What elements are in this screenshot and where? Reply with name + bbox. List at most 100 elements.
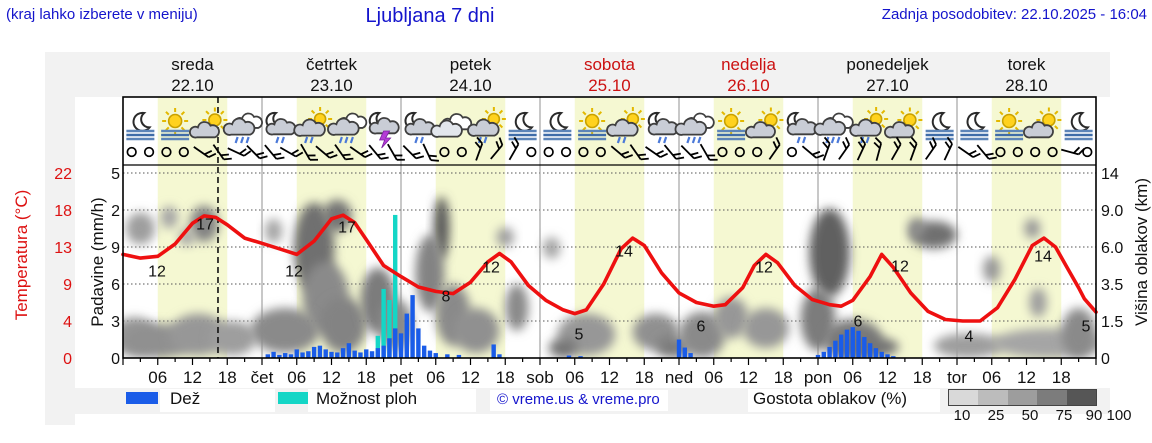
svg-text:12: 12 xyxy=(285,264,303,281)
wind-barb-icon xyxy=(629,144,649,161)
svg-text:0: 0 xyxy=(1101,351,1110,368)
svg-text:12: 12 xyxy=(148,264,166,281)
wind-barb-icon xyxy=(279,146,304,158)
wind-barb-icon xyxy=(976,144,997,160)
cloud-density-scale xyxy=(948,389,1097,406)
calm-wind-icon xyxy=(752,146,763,158)
weather-icon-pc xyxy=(745,107,784,139)
day-date: 28.10 xyxy=(1005,76,1048,95)
weather-icon-pc xyxy=(1023,107,1062,139)
day-name: četrtek xyxy=(306,55,358,74)
svg-text:18: 18 xyxy=(496,368,515,387)
calm-wind-icon xyxy=(1012,146,1023,158)
calm-wind-icon xyxy=(439,146,450,158)
svg-text:12: 12 xyxy=(461,368,480,387)
weather-icon-cr xyxy=(674,112,715,144)
precip-tick-labels: 5 2 9 6 3 0 xyxy=(111,166,120,368)
wind-barb-icon xyxy=(227,147,252,157)
shower-bars xyxy=(375,214,398,358)
wind-barb-icon xyxy=(193,146,217,158)
weather-icon-nf xyxy=(1064,111,1093,141)
weather-icon-st xyxy=(368,111,400,149)
svg-text:3.5: 3.5 xyxy=(1101,277,1123,294)
day-name: nedelja xyxy=(721,55,776,74)
day-date: 27.10 xyxy=(866,76,909,95)
wind-barb-icon xyxy=(856,136,867,161)
svg-text:12: 12 xyxy=(600,368,619,387)
cloud-scale-segment xyxy=(1037,390,1067,405)
day-name: torek xyxy=(1008,55,1046,74)
day-date: 22.10 xyxy=(171,76,214,95)
svg-text:06: 06 xyxy=(148,368,167,387)
weather-icon-df xyxy=(578,108,607,141)
svg-text:12: 12 xyxy=(482,260,500,277)
svg-text:pet: pet xyxy=(389,368,413,387)
svg-text:5: 5 xyxy=(111,166,120,183)
cloud-scale-label: 90 xyxy=(1085,407,1103,424)
cloud-density-scale-labels: 10 25 50 75 90 100 xyxy=(0,407,1152,427)
menu-hint-note: (kraj lahko izberete v meniju) xyxy=(6,6,198,23)
calm-wind-icon xyxy=(717,146,728,158)
cloud-scale-label: 10 xyxy=(953,407,971,424)
weather-icon-df xyxy=(717,108,746,141)
calm-wind-icon xyxy=(560,146,572,158)
cloud-scale-segment xyxy=(949,390,979,405)
calm-wind-icon xyxy=(126,146,137,158)
showers-swatch xyxy=(278,392,308,404)
svg-text:1.5: 1.5 xyxy=(1101,314,1123,331)
weather-icon-nf xyxy=(543,111,572,141)
wind-barb-icon xyxy=(300,143,319,161)
weather-icon-nf xyxy=(925,111,954,141)
showers-legend-label: Možnost ploh xyxy=(316,389,418,408)
svg-text:18: 18 xyxy=(1052,368,1071,387)
svg-text:06: 06 xyxy=(287,368,306,387)
calm-wind-icon xyxy=(578,146,589,158)
weather-icon-mcr xyxy=(786,111,818,144)
day-headers: sreda 22.10 četrtek 23.10 petek 24.10 sobota 25… xyxy=(171,55,1048,95)
wind-barb-icon xyxy=(474,136,484,161)
svg-text:06: 06 xyxy=(426,368,445,387)
calm-wind-icon xyxy=(1047,146,1058,158)
svg-text:6: 6 xyxy=(854,314,863,331)
calm-wind-icon xyxy=(786,146,798,158)
svg-text:06: 06 xyxy=(982,368,1001,387)
weather-icon-nf xyxy=(508,111,537,141)
day-name: petek xyxy=(450,55,492,74)
cloud-scale-label: 25 xyxy=(987,407,1005,424)
rain-swatch xyxy=(126,392,158,404)
weather-icon-df xyxy=(995,108,1024,141)
cloud-scale-segment xyxy=(978,390,1008,405)
wind-barb-icon xyxy=(822,136,831,161)
svg-text:06: 06 xyxy=(565,368,584,387)
credit-link[interactable]: © vreme.us & vreme.pro xyxy=(497,391,660,408)
cloud-label-box xyxy=(748,389,940,412)
wind-barb-icon xyxy=(368,144,389,160)
svg-text:22: 22 xyxy=(54,166,72,183)
last-update-text: Zadnja posodobitev: 22.10.2025 - 16:04 xyxy=(881,6,1147,23)
weather-icon-mcr xyxy=(647,111,679,144)
svg-text:12: 12 xyxy=(322,368,341,387)
weather-icon-cr xyxy=(327,112,368,144)
svg-text:9: 9 xyxy=(111,240,120,257)
page-title: Ljubljana 7 dni xyxy=(365,5,495,27)
rain-legend-label: Dež xyxy=(170,389,201,408)
x-axis-labels: 06 12 18 čet 06 12 18 pet 06 12 18 sob 06 12 18 ned 06 12… xyxy=(148,368,1070,387)
weather-icon-pc xyxy=(884,107,923,139)
temperature-point-labels: 12 17 12 17 8 12 5 14 6 12 6 12 4 14 5 xyxy=(148,217,1090,346)
svg-text:18: 18 xyxy=(357,368,376,387)
day-date: 25.10 xyxy=(588,76,631,95)
wind-barb-icon xyxy=(387,143,405,161)
svg-text:6.0: 6.0 xyxy=(1101,240,1123,257)
credit-box xyxy=(490,390,668,411)
wind-barb-icon xyxy=(610,145,633,159)
legend-showers-box xyxy=(308,389,476,412)
calm-wind-icon xyxy=(161,146,172,158)
weather-icon-df xyxy=(161,108,190,141)
wind-barb-icon xyxy=(490,137,504,160)
calm-wind-icon xyxy=(178,146,189,158)
svg-text:pon: pon xyxy=(804,368,832,387)
svg-text:12: 12 xyxy=(739,368,758,387)
temp-tick-labels: 22 18 13 9 4 0 xyxy=(54,166,72,368)
wind-barb-icon xyxy=(680,144,703,160)
